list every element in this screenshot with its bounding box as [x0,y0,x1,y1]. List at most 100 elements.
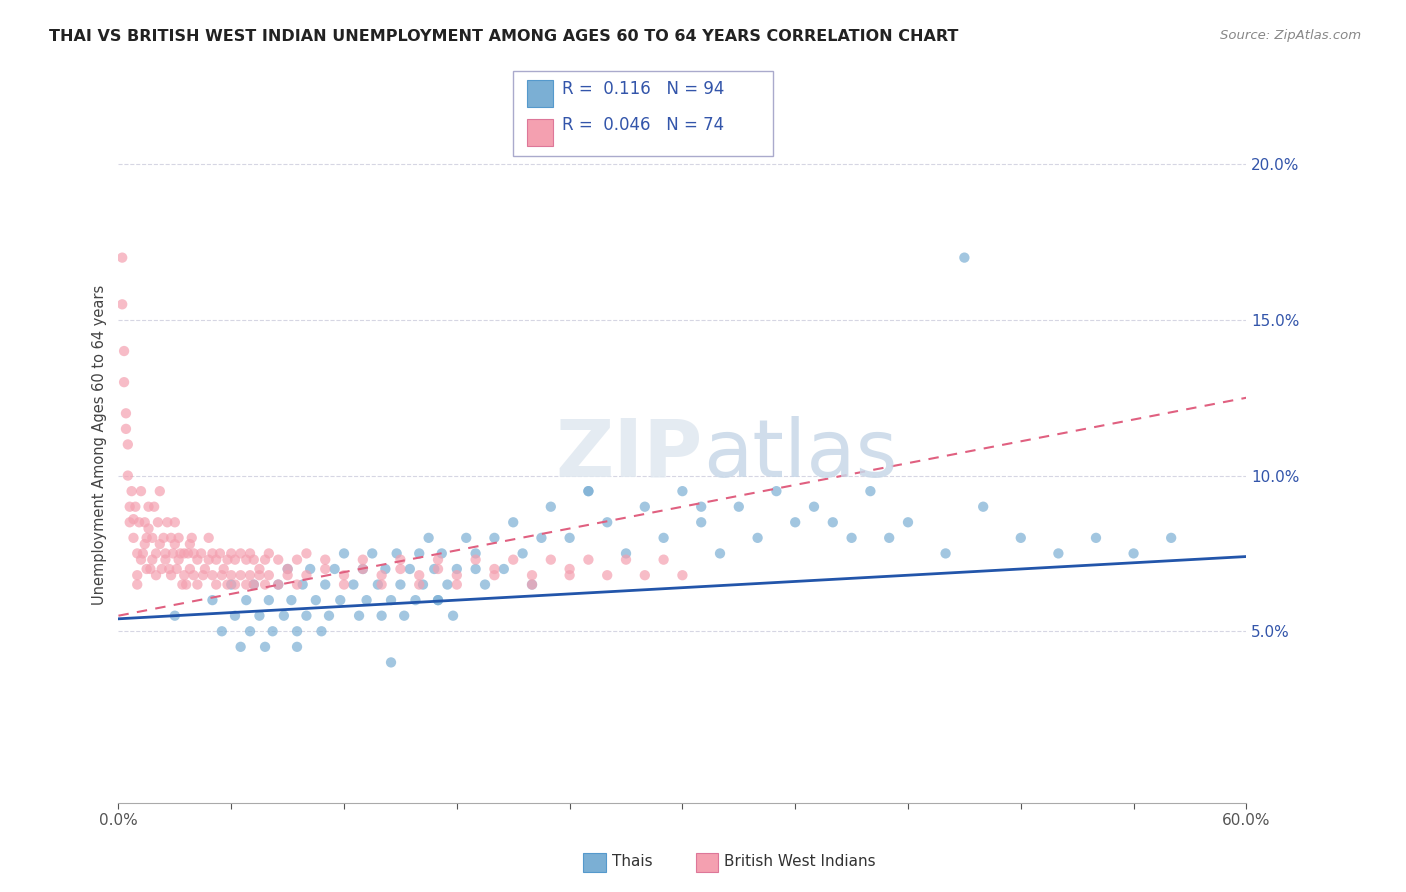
Point [323,562,346,576]
Point [143,500,166,514]
Point [121,484,143,499]
Point [540,552,562,566]
Point [141,552,163,566]
Point [367,577,389,591]
Point [191,568,214,582]
Point [163,537,186,551]
Point [177,546,200,560]
Point [1160,531,1182,545]
Point [380,656,402,670]
Point [456,531,478,545]
Point [492,562,515,576]
Point [122,531,145,545]
Point [502,552,524,566]
Point [197,552,219,566]
Point [212,562,235,576]
Point [436,577,458,591]
Point [115,406,138,420]
Point [333,568,356,582]
Point [157,562,180,576]
Point [412,577,434,591]
Text: Source: ZipAtlas.com: Source: ZipAtlas.com [1220,29,1361,42]
Point [141,531,163,545]
Point [262,624,284,639]
Point [128,516,150,530]
Point [145,568,167,582]
Point [235,593,257,607]
Point [512,546,534,560]
Point [134,516,156,530]
Point [129,552,152,566]
Point [127,546,149,560]
Text: ZIP: ZIP [555,416,703,494]
Point [229,546,252,560]
Point [374,562,396,576]
Point [254,577,277,591]
Point [135,562,157,576]
Point [138,522,160,536]
Point [280,593,302,607]
Point [484,531,506,545]
Point [217,577,239,591]
Point [257,593,280,607]
Point [314,562,336,576]
Point [205,577,228,591]
Point [174,577,197,591]
Point [423,562,446,576]
Point [578,484,600,499]
Point [235,577,257,591]
Point [180,531,202,545]
Point [166,562,188,576]
Point [370,577,392,591]
Point [747,531,769,545]
Point [578,484,600,499]
Point [285,577,308,591]
Point [257,546,280,560]
Point [239,546,262,560]
Point [201,593,224,607]
Point [197,531,219,545]
Point [273,608,295,623]
Point [652,531,675,545]
Point [953,251,976,265]
Text: R =  0.116   N = 94: R = 0.116 N = 94 [562,80,724,98]
Point [285,624,308,639]
Point [803,500,825,514]
Point [464,552,486,566]
Point [311,624,333,639]
Point [370,608,392,623]
Point [267,577,290,591]
Point [690,516,713,530]
Point [239,568,262,582]
Point [167,531,190,545]
Point [596,568,619,582]
Point [243,552,266,566]
Point [305,593,328,607]
Point [427,593,450,607]
Point [446,577,468,591]
Point [765,484,787,499]
Point [441,608,464,623]
Point [652,552,675,566]
Point [249,562,271,576]
Point [389,562,412,576]
Point [841,531,863,545]
Point [285,552,308,566]
Point [183,568,205,582]
Point [249,568,271,582]
Point [138,500,160,514]
Point [520,577,543,591]
Point [558,562,581,576]
Point [614,552,637,566]
Point [112,344,135,359]
Point [1085,531,1108,545]
Point [201,546,224,560]
Point [520,577,543,591]
Point [484,568,506,582]
Point [821,516,844,530]
Point [173,546,195,560]
Point [156,516,179,530]
Point [219,546,242,560]
Point [115,422,138,436]
Point [254,552,277,566]
